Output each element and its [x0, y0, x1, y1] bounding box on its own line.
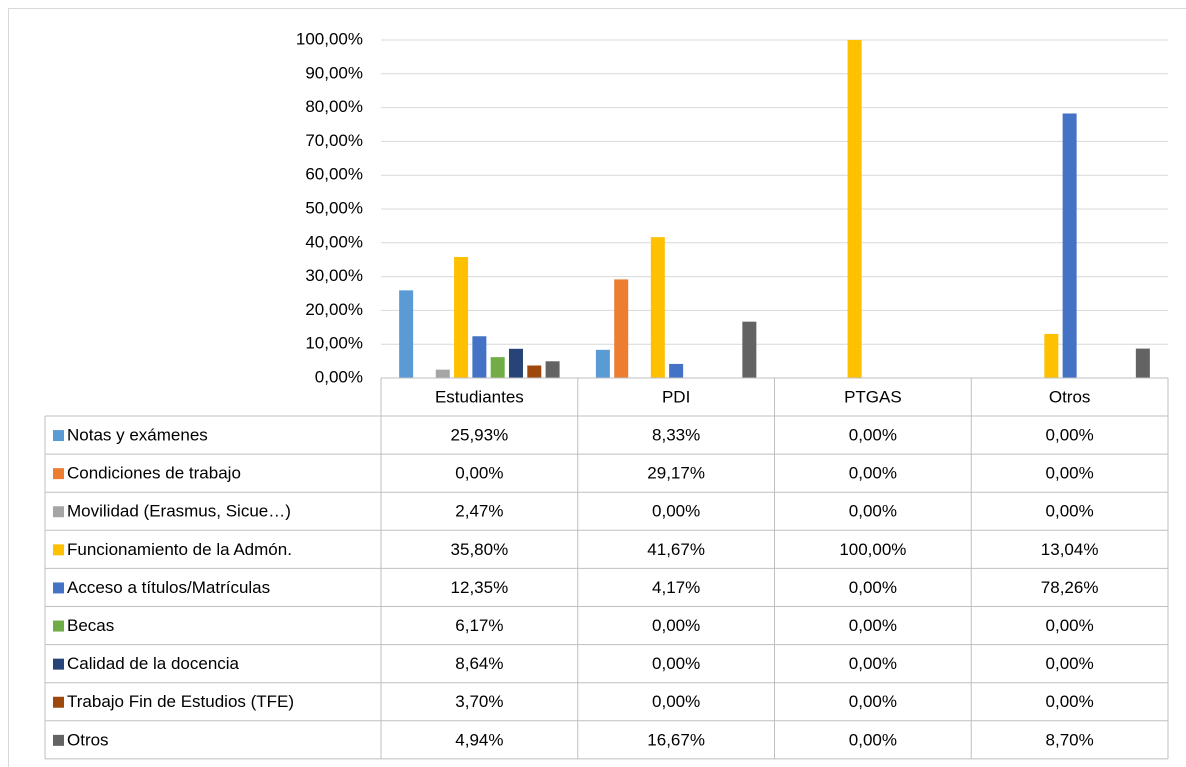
legend-label: Acceso a títulos/Matrículas	[67, 578, 270, 597]
bar	[490, 357, 505, 378]
y-tick-label: 0,00%	[315, 367, 363, 386]
legend-swatch	[53, 620, 64, 632]
x-tick-label: PTGAS	[844, 387, 902, 406]
y-tick-label: 50,00%	[305, 198, 363, 217]
table-cell: 0,00%	[849, 654, 897, 673]
bar	[399, 290, 414, 378]
table-cell: 35,80%	[451, 540, 509, 559]
legend-label: Trabajo Fin de Estudios (TFE)	[67, 692, 294, 711]
table-cell: 8,64%	[455, 654, 503, 673]
table-cell: 12,35%	[451, 578, 509, 597]
bar	[1044, 333, 1059, 378]
x-tick-label: Estudiantes	[435, 387, 524, 406]
table-cell: 3,70%	[455, 692, 503, 711]
table-cell: 0,00%	[652, 616, 700, 635]
bar	[472, 336, 487, 378]
bar	[527, 365, 542, 378]
table-cell: 8,70%	[1046, 730, 1094, 749]
legend-swatch	[53, 544, 64, 556]
y-tick-label: 30,00%	[305, 266, 363, 285]
table-cell: 0,00%	[652, 502, 700, 521]
table-cell: 16,67%	[647, 730, 705, 749]
legend-label: Condiciones de trabajo	[67, 464, 241, 483]
table-cell: 0,00%	[652, 692, 700, 711]
chart-frame	[8, 8, 1186, 767]
x-tick-label: Otros	[1049, 387, 1091, 406]
table-cell: 100,00%	[839, 540, 906, 559]
table-cell: 0,00%	[1046, 426, 1094, 445]
table-cell: 0,00%	[1046, 692, 1094, 711]
bar	[650, 237, 665, 378]
y-tick-label: 70,00%	[305, 131, 363, 150]
table-cell: 6,17%	[455, 616, 503, 635]
bar	[1062, 113, 1077, 378]
legend-label: Notas y exámenes	[67, 426, 208, 445]
legend-label: Movilidad (Erasmus, Sicue…)	[67, 502, 291, 521]
bar	[847, 40, 862, 378]
y-tick-label: 10,00%	[305, 334, 363, 353]
table-cell: 0,00%	[849, 578, 897, 597]
legend-swatch	[53, 506, 64, 518]
bar	[545, 361, 560, 378]
table-cell: 0,00%	[849, 502, 897, 521]
y-tick-label: 90,00%	[305, 63, 363, 82]
table-cell: 0,00%	[1046, 654, 1094, 673]
legend-label: Becas	[67, 616, 114, 635]
legend-swatch	[53, 734, 64, 746]
legend-swatch	[53, 582, 64, 594]
legend-swatch	[53, 468, 64, 480]
bar	[669, 363, 684, 378]
table-cell: 13,04%	[1041, 540, 1099, 559]
bar	[435, 369, 450, 378]
table-cell: 0,00%	[1046, 616, 1094, 635]
table-cell: 78,26%	[1041, 578, 1099, 597]
legend-label: Funcionamiento de la Admón.	[67, 540, 292, 559]
bar	[1135, 348, 1150, 378]
bar	[508, 348, 523, 378]
table-cell: 0,00%	[849, 426, 897, 445]
y-tick-label: 40,00%	[305, 232, 363, 251]
bar	[742, 321, 757, 378]
table-cell: 0,00%	[1046, 464, 1094, 483]
y-tick-label: 20,00%	[305, 300, 363, 319]
table-cell: 0,00%	[849, 464, 897, 483]
table-cell: 0,00%	[1046, 502, 1094, 521]
legend-swatch	[53, 696, 64, 708]
table-cell: 0,00%	[849, 616, 897, 635]
table-cell: 0,00%	[849, 692, 897, 711]
table-cell: 4,17%	[652, 578, 700, 597]
y-tick-label: 80,00%	[305, 97, 363, 116]
table-cell: 0,00%	[455, 464, 503, 483]
bar	[614, 279, 629, 378]
bar	[454, 256, 469, 378]
x-tick-label: PDI	[662, 387, 690, 406]
table-cell: 25,93%	[451, 426, 509, 445]
legend-label: Calidad de la docencia	[67, 654, 240, 673]
table-cell: 4,94%	[455, 730, 503, 749]
table-cell: 0,00%	[849, 730, 897, 749]
legend-swatch	[53, 658, 64, 670]
table-cell: 8,33%	[652, 426, 700, 445]
table-cell: 29,17%	[647, 464, 705, 483]
y-tick-label: 100,00%	[296, 29, 363, 48]
legend-swatch	[53, 430, 64, 442]
table-cell: 0,00%	[652, 654, 700, 673]
table-cell: 41,67%	[647, 540, 705, 559]
table-cell: 2,47%	[455, 502, 503, 521]
y-tick-label: 60,00%	[305, 165, 363, 184]
legend-label: Otros	[67, 730, 109, 749]
bar	[595, 349, 610, 378]
